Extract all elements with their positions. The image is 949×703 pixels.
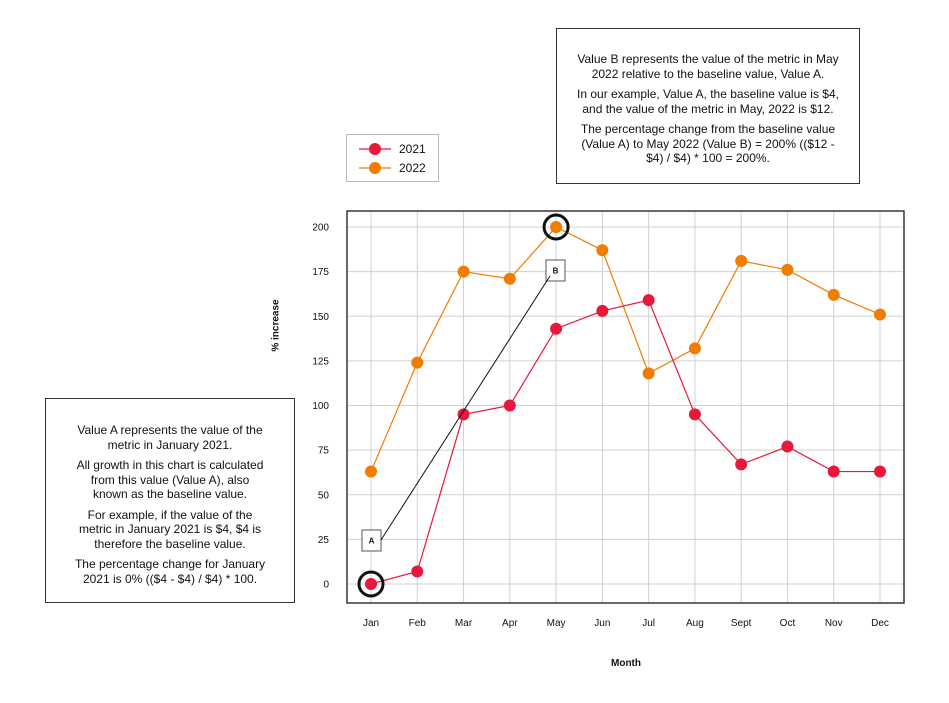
data-point-2021 [735,458,748,471]
x-tick-label: Aug [686,618,704,629]
x-tick-label: Jan [363,618,379,629]
data-point-2021 [874,465,886,478]
data-point-2022 [596,244,609,257]
data-point-2022 [550,221,563,233]
data-point-2021 [827,465,840,478]
callout-connector [380,275,551,541]
data-point-2021 [457,408,470,421]
y-tick-label: 25 [318,535,330,546]
data-point-2022 [827,288,840,301]
y-tick-label: 50 [318,490,330,501]
x-tick-label: Nov [825,618,843,629]
series-line-2021 [370,299,880,585]
data-point-2021 [688,408,701,421]
value-a-annotation: Value A represents the value of the metr… [45,398,295,603]
value-b-text-1: Value B represents the value of the metr… [577,52,839,81]
x-tick-label: Feb [409,618,427,629]
y-tick-label: 150 [312,312,329,323]
data-point-2022 [503,272,516,285]
y-tick-label: 0 [323,580,329,591]
y-tick-label: 175 [312,267,329,278]
data-point-2021 [642,294,655,307]
y-tick-label: 75 [318,446,330,457]
data-point-2022 [735,254,748,267]
legend-item-2022[interactable]: 2022 [347,159,439,177]
x-tick-label: Sept [731,618,752,629]
plot-area [346,210,905,604]
y-tick-label: 100 [312,401,329,412]
series-line-2022 [370,226,881,472]
x-tick-label: Apr [502,618,518,629]
x-axis-label: Month [611,658,641,669]
x-tick-label: Mar [455,618,473,629]
callout-box-B [545,259,566,282]
data-point-2022 [874,308,886,321]
callout-box-A [361,529,382,552]
callout-label-A: A [369,537,375,546]
data-point-2022 [642,367,655,380]
x-tick-label: Jun [594,618,610,629]
legend-label-2022: 2022 [399,161,426,175]
data-point-2022 [781,263,794,276]
highlight-ring-B [542,213,570,241]
value-a-text-1: Value A represents the value of the metr… [77,423,263,452]
data-point-2021 [365,578,377,590]
value-a-text-2: All growth in this chart is calculated f… [76,458,264,501]
legend-swatch-2022 [359,162,391,174]
chart-legend: 2021 2022 [346,134,439,182]
data-point-2022 [411,356,424,369]
y-tick-label: 200 [312,223,329,234]
callout-label-B: B [553,267,559,276]
value-b-text-2: In our example, Value A, the baseline va… [577,87,839,116]
legend-item-2021[interactable]: 2021 [347,140,439,158]
x-tick-label: Dec [871,618,889,629]
y-axis-label: % increase [270,299,282,352]
value-a-text-3: For example, if the value of the metric … [78,507,262,551]
y-tick-label: 125 [312,356,329,367]
legend-swatch-2021 [359,143,391,155]
plot-frame [346,210,905,604]
data-point-2021 [411,565,424,578]
x-tick-label: May [547,618,566,629]
value-b-text-3: The percentage change from the baseline … [580,122,836,165]
data-point-2022 [365,465,377,478]
value-a-text-4: The percentage change for January 2021 i… [74,557,266,586]
value-b-annotation: Value B represents the value of the metr… [556,28,860,184]
data-point-2021 [503,399,516,412]
data-point-2022 [688,342,701,355]
data-point-2021 [550,322,563,335]
x-tick-label: Jul [642,618,655,629]
x-tick-label: Oct [780,618,796,629]
data-point-2021 [781,440,794,453]
data-point-2021 [596,304,609,317]
data-point-2022 [457,265,470,278]
legend-label-2021: 2021 [399,142,426,156]
highlight-ring-A [357,570,385,598]
